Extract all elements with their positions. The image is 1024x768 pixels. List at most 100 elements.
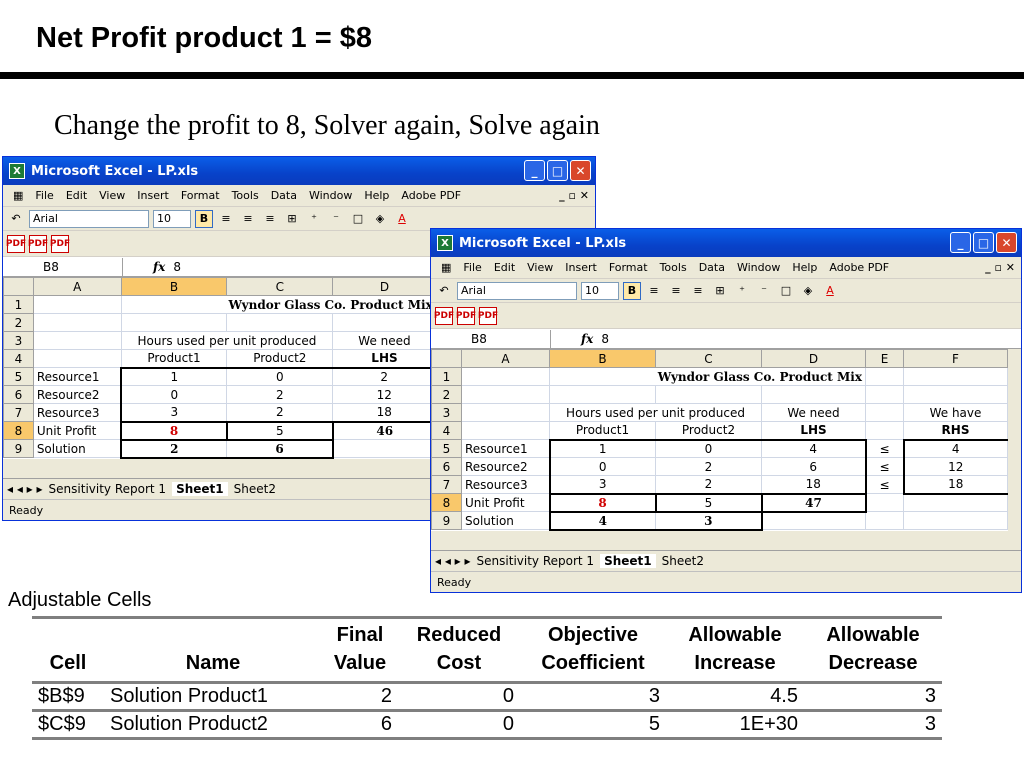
resource3-label[interactable]: Resource3 [32, 403, 122, 422]
font-name-select[interactable]: Arial [457, 281, 577, 300]
row-header[interactable]: 1 [3, 295, 34, 314]
cell[interactable] [865, 493, 904, 512]
convert-pdf-icon[interactable]: PDF [434, 306, 454, 325]
align-left-icon[interactable]: ≡ [221, 212, 231, 225]
col-header-b[interactable]: B [120, 277, 228, 296]
menu-view[interactable]: View [527, 261, 554, 274]
row-header[interactable]: 9 [3, 439, 34, 458]
col-header-a[interactable]: A [32, 277, 122, 296]
select-all-corner[interactable] [431, 349, 462, 368]
doc-window-controls[interactable]: _ ▫ ✕ [985, 261, 1015, 274]
cell[interactable]: 18 [332, 403, 438, 423]
maximize-button[interactable]: □ [973, 232, 994, 253]
row-header[interactable]: 1 [431, 367, 462, 386]
cell[interactable]: 4 [761, 438, 867, 458]
cell[interactable] [226, 313, 334, 332]
cell[interactable] [461, 403, 550, 422]
pdf-email-icon[interactable]: PDF [456, 306, 476, 325]
cell[interactable] [332, 439, 437, 458]
workbook-icon[interactable]: ▦ [13, 189, 24, 202]
font-size-select[interactable]: 10 [581, 281, 619, 300]
menu-tools[interactable]: Tools [659, 261, 687, 274]
col-header-a[interactable]: A [461, 349, 550, 368]
minimize-button[interactable]: _ [524, 160, 545, 181]
tab-sensitivity-report[interactable]: Sensitivity Report 1 [48, 481, 167, 496]
selected-cell-b8[interactable]: 8 [120, 420, 228, 441]
cell[interactable]: 2 [655, 457, 762, 476]
cell[interactable] [461, 421, 550, 440]
cell[interactable]: 2 [226, 403, 334, 423]
font-size-select[interactable]: 10 [153, 209, 191, 228]
cell[interactable] [549, 385, 656, 404]
cell[interactable]: 2 [226, 385, 334, 404]
merge-center-icon[interactable]: ⊞ [287, 212, 297, 225]
close-button[interactable]: ✕ [570, 160, 591, 181]
tab-nav-arrows[interactable]: ◂ ◂ ▸ ▸ [7, 481, 43, 496]
product2-header-cell[interactable]: Product2 [655, 421, 762, 440]
row-header[interactable]: 7 [3, 403, 34, 422]
row-header[interactable]: 5 [3, 367, 34, 386]
we-need-cell[interactable]: We need [761, 403, 866, 422]
col-header-c[interactable]: C [655, 349, 762, 368]
col-header-b[interactable]: B [549, 349, 656, 368]
undo-icon[interactable]: ↶ [11, 212, 21, 225]
product2-header-cell[interactable]: Product2 [226, 349, 334, 368]
name-box[interactable]: B8 [431, 329, 551, 348]
cell[interactable]: 1 [548, 438, 656, 458]
window-title-bar[interactable]: X Microsoft Excel - LP.xls _ □ ✕ [3, 157, 595, 185]
bold-button[interactable]: B [195, 209, 213, 228]
menu-data[interactable]: Data [270, 189, 297, 202]
cell[interactable]: 0 [120, 385, 228, 404]
fill-color-icon[interactable]: ◈ [375, 212, 385, 225]
hours-header-cell[interactable]: Hours used per unit produced [120, 331, 334, 350]
unit-profit-label[interactable]: Unit Profit [461, 493, 550, 512]
cell[interactable]: 1 [120, 366, 228, 386]
cell[interactable]: 3 [655, 510, 763, 531]
close-button[interactable]: ✕ [996, 232, 1017, 253]
product1-header-cell[interactable]: Product1 [549, 421, 656, 440]
tab-sheet2[interactable]: Sheet2 [661, 553, 704, 568]
menu-help[interactable]: Help [364, 189, 390, 202]
formula-value[interactable]: 8 [601, 331, 609, 346]
col-header-d[interactable]: D [332, 277, 437, 296]
borders-icon[interactable]: □ [352, 212, 364, 225]
row-header[interactable]: 2 [3, 313, 34, 332]
increase-decimal-icon[interactable]: ⁺ [311, 212, 317, 225]
align-left-icon[interactable]: ≡ [649, 284, 659, 297]
workbook-icon[interactable]: ▦ [441, 261, 452, 274]
font-color-icon[interactable]: A [398, 212, 406, 225]
tab-sheet1[interactable]: Sheet1 [172, 481, 228, 496]
pdf-review-icon[interactable]: PDF [478, 306, 498, 325]
font-color-icon[interactable]: A [826, 284, 834, 297]
selected-cell-b8[interactable]: 8 [548, 492, 657, 513]
unit-profit-label[interactable]: Unit Profit [32, 421, 122, 440]
row-header[interactable]: 2 [431, 385, 462, 404]
bold-button[interactable]: B [623, 281, 641, 300]
maximize-button[interactable]: □ [547, 160, 568, 181]
cell[interactable]: 5 [655, 492, 763, 513]
cell[interactable]: 18 [761, 475, 867, 495]
row-header-selected[interactable]: 8 [431, 493, 462, 512]
excel-window-front[interactable]: X Microsoft Excel - LP.xls _ □ ✕ ▦ File … [430, 228, 1022, 593]
cell[interactable]: 0 [655, 438, 762, 458]
borders-icon[interactable]: □ [780, 284, 792, 297]
menu-window[interactable]: Window [736, 261, 781, 274]
cell[interactable]: 4 [902, 438, 1008, 458]
menu-format[interactable]: Format [608, 261, 648, 274]
cell[interactable]: 5 [226, 420, 334, 441]
menu-help[interactable]: Help [792, 261, 818, 274]
fx-icon[interactable]: fx [153, 259, 166, 274]
menu-file[interactable]: File [463, 261, 482, 274]
align-right-icon[interactable]: ≡ [693, 284, 703, 297]
row-header[interactable]: 4 [431, 421, 462, 440]
cell[interactable] [461, 367, 550, 386]
cell[interactable]: 12 [902, 457, 1008, 476]
leq-cell[interactable]: ≤ [865, 457, 904, 476]
align-center-icon[interactable]: ≡ [243, 212, 253, 225]
cell[interactable]: 6 [226, 438, 334, 459]
cell[interactable] [903, 511, 1008, 530]
menu-tools[interactable]: Tools [231, 189, 259, 202]
row-header[interactable]: 9 [431, 511, 462, 530]
resource1-label[interactable]: Resource1 [32, 367, 122, 386]
menu-view[interactable]: View [99, 189, 126, 202]
